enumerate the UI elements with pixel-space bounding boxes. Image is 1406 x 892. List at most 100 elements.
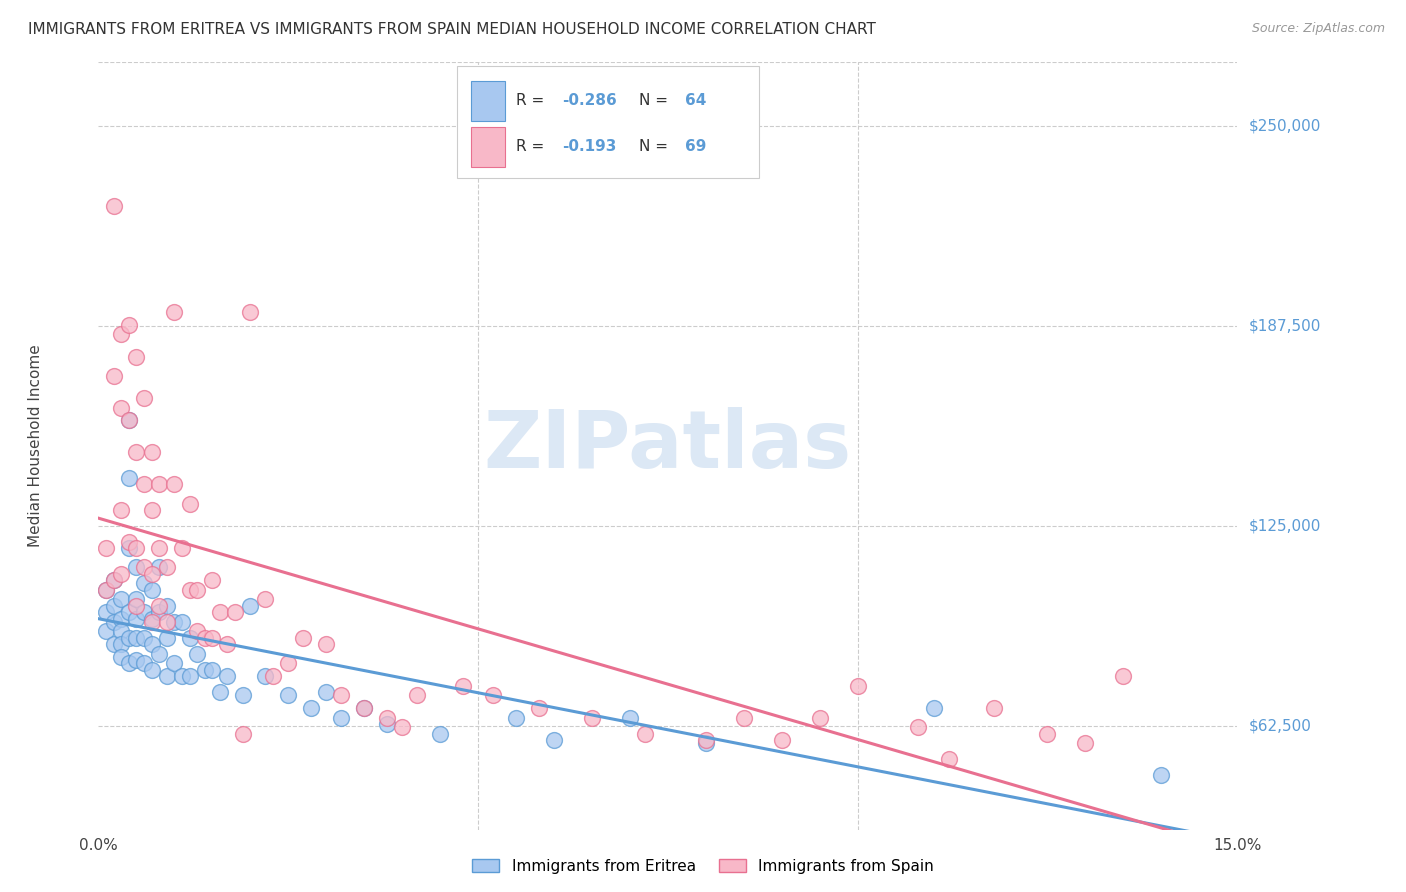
Text: N =: N =: [640, 94, 673, 108]
Point: [315, 637, 337, 651]
Point: [695, 733, 717, 747]
Point: [103, 573, 125, 587]
Point: [94, 624, 117, 639]
Point: [299, 701, 322, 715]
Point: [163, 657, 186, 671]
Point: [110, 566, 132, 581]
Point: [148, 599, 170, 613]
Point: [110, 401, 132, 415]
Text: $250,000: $250,000: [1249, 119, 1320, 134]
Point: [163, 615, 186, 629]
Point: [983, 701, 1005, 715]
Point: [239, 599, 262, 613]
Text: -0.193: -0.193: [562, 139, 616, 154]
Point: [118, 534, 141, 549]
Point: [315, 685, 337, 699]
Text: ZIPatlas: ZIPatlas: [484, 407, 852, 485]
Point: [118, 541, 141, 556]
Point: [232, 726, 254, 740]
Point: [634, 726, 657, 740]
Point: [375, 717, 398, 731]
Point: [125, 445, 148, 459]
Point: [262, 669, 284, 683]
Point: [103, 199, 125, 213]
Point: [132, 560, 155, 574]
Point: [170, 615, 193, 629]
Text: R =: R =: [516, 139, 550, 154]
Point: [194, 663, 217, 677]
Point: [201, 573, 224, 587]
Point: [429, 726, 451, 740]
Point: [163, 477, 186, 491]
Point: [451, 679, 474, 693]
Point: [330, 711, 353, 725]
Text: $125,000: $125,000: [1249, 518, 1320, 533]
Point: [125, 592, 148, 607]
Text: Source: ZipAtlas.com: Source: ZipAtlas.com: [1251, 22, 1385, 36]
Point: [186, 582, 208, 597]
Point: [118, 413, 141, 427]
Point: [170, 669, 193, 683]
Point: [527, 701, 550, 715]
Point: [1112, 669, 1135, 683]
Text: $62,500: $62,500: [1249, 718, 1312, 733]
Point: [110, 503, 132, 517]
Point: [1036, 726, 1059, 740]
Point: [110, 624, 132, 639]
Point: [118, 318, 141, 332]
Point: [125, 612, 148, 626]
Point: [141, 663, 163, 677]
Point: [94, 582, 117, 597]
Point: [118, 471, 141, 485]
Point: [156, 631, 179, 645]
Text: Median Household Income: Median Household Income: [28, 344, 44, 548]
Point: [695, 736, 717, 750]
Point: [179, 631, 201, 645]
Point: [482, 689, 505, 703]
Point: [201, 631, 224, 645]
Point: [110, 612, 132, 626]
Point: [391, 720, 413, 734]
Point: [118, 413, 141, 427]
Text: IMMIGRANTS FROM ERITREA VS IMMIGRANTS FROM SPAIN MEDIAN HOUSEHOLD INCOME CORRELA: IMMIGRANTS FROM ERITREA VS IMMIGRANTS FR…: [28, 22, 876, 37]
Point: [141, 612, 163, 626]
Point: [132, 576, 155, 591]
Point: [103, 615, 125, 629]
Point: [254, 592, 277, 607]
Point: [239, 304, 262, 318]
Point: [330, 689, 353, 703]
Point: [770, 733, 793, 747]
FancyBboxPatch shape: [457, 66, 759, 178]
Point: [148, 541, 170, 556]
Text: -0.286: -0.286: [562, 94, 617, 108]
Point: [505, 711, 527, 725]
Point: [125, 541, 148, 556]
Point: [163, 304, 186, 318]
Point: [103, 599, 125, 613]
Point: [353, 701, 375, 715]
Point: [110, 592, 132, 607]
Point: [118, 631, 141, 645]
Point: [125, 653, 148, 667]
Point: [132, 657, 155, 671]
Point: [217, 637, 239, 651]
Point: [208, 605, 231, 619]
Point: [94, 605, 117, 619]
Point: [179, 669, 201, 683]
Point: [132, 391, 155, 405]
Text: 69: 69: [685, 139, 706, 154]
Point: [132, 631, 155, 645]
Point: [141, 566, 163, 581]
Point: [543, 733, 565, 747]
Text: N =: N =: [640, 139, 673, 154]
Point: [125, 350, 148, 364]
Text: $187,500: $187,500: [1249, 318, 1320, 334]
Point: [110, 637, 132, 651]
Point: [179, 582, 201, 597]
Point: [141, 582, 163, 597]
Text: 64: 64: [685, 94, 706, 108]
Point: [148, 647, 170, 661]
Point: [217, 669, 239, 683]
Point: [156, 669, 179, 683]
Point: [141, 503, 163, 517]
